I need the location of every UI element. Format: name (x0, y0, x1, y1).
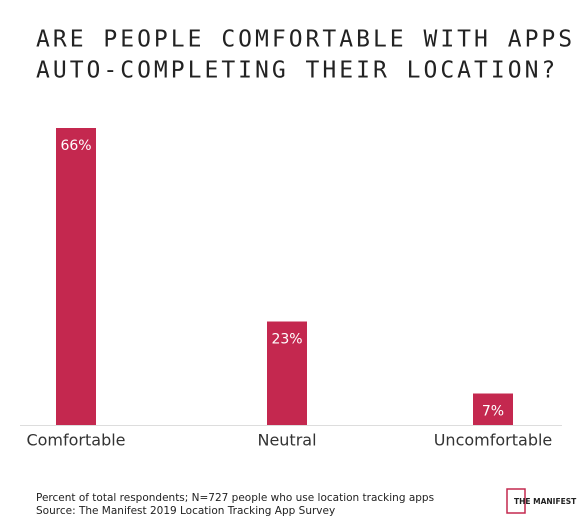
value-label: 7% (482, 404, 504, 420)
logo-box (506, 488, 526, 514)
footnote: Percent of total respondents; N=727 peop… (36, 492, 434, 504)
x-tick-label: Comfortable (26, 431, 125, 450)
bar (267, 321, 307, 425)
bar (56, 128, 96, 425)
x-tick-label: Neutral (257, 431, 316, 450)
footnote: Source: The Manifest 2019 Location Track… (36, 505, 335, 517)
chart-title: ARE PEOPLE COMFORTABLE WITH APPS (36, 27, 575, 53)
chart-title: AUTO-COMPLETING THEIR LOCATION? (36, 58, 558, 84)
value-label: 66% (60, 138, 91, 154)
bar (473, 393, 513, 425)
value-label: 23% (271, 332, 302, 348)
x-tick-label: Uncomfortable (434, 431, 553, 450)
logo: THE MANIFEST (514, 497, 577, 506)
